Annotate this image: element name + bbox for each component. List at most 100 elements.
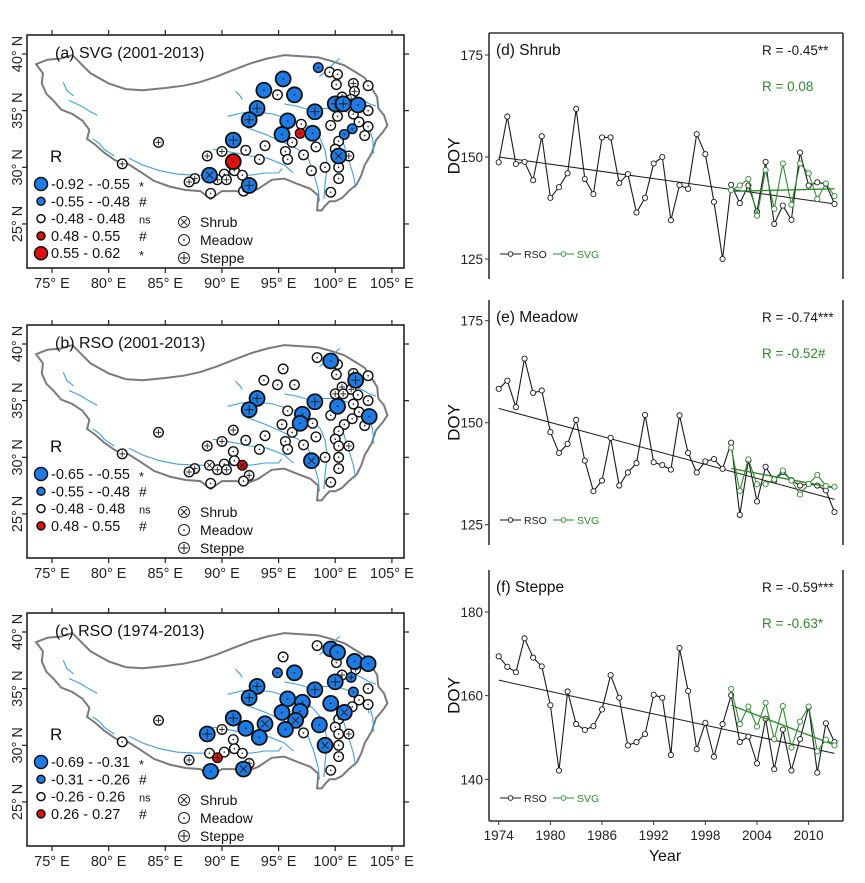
data-point-svg: [728, 685, 735, 693]
data-point-svg: [736, 487, 743, 494]
y-axis-label: DOY: [444, 138, 463, 175]
data-point-rso: [581, 457, 588, 464]
station-marker: [271, 89, 283, 101]
station-marker: [362, 80, 374, 92]
legend-swatch: [33, 466, 49, 482]
station-marker: [220, 464, 232, 476]
map-x-tick-label: 100° E: [313, 276, 357, 292]
steppe-plus-icon: [252, 393, 262, 404]
x-tick-label: 1998: [690, 828, 720, 843]
meadow-dot-icon: [352, 403, 355, 405]
steppe-plus-icon: [244, 405, 254, 415]
data-point-rso: [762, 158, 769, 165]
data-point-svg: [771, 476, 778, 483]
meadow-dot-icon: [233, 169, 236, 172]
river-line: [235, 91, 243, 100]
data-point-rso: [685, 185, 692, 192]
legend-significance: *: [139, 248, 144, 263]
steppe-plus-icon: [155, 429, 162, 436]
meadow-dot-icon: [336, 405, 339, 408]
data-point-rso: [693, 469, 700, 476]
river-line: [92, 716, 115, 735]
steppe-plus-icon: [310, 685, 320, 695]
legend-range: -0.48 - 0.48: [51, 502, 125, 518]
station-marker: [282, 405, 294, 417]
legend-significance: ns: [139, 505, 151, 517]
station-marker: [295, 118, 307, 130]
correlation-annotation: R = -0.45**: [762, 43, 829, 58]
map-x-tick-label: 80° E: [91, 566, 127, 582]
meadow-dot-icon: [262, 89, 265, 92]
station-marker: [274, 70, 292, 88]
station-marker: [353, 116, 365, 128]
data-point-rso: [736, 739, 743, 746]
data-point-rso: [616, 482, 623, 489]
meadow-dot-icon: [232, 738, 235, 741]
correlation-annotation: R = -0.59***: [762, 580, 834, 595]
meadow-dot-icon: [291, 431, 294, 434]
data-point-rso: [797, 736, 804, 743]
steppe-plus-icon: [310, 107, 320, 117]
map-x-tick-label: 85° E: [147, 566, 183, 582]
map-x-tick-label: 85° E: [147, 854, 183, 870]
station-marker: [203, 459, 215, 471]
station-marker: [203, 747, 215, 759]
meadow-dot-icon: [367, 687, 370, 690]
meadow-dot-icon: [337, 430, 340, 433]
station-marker: [333, 173, 345, 185]
legend-range: -0.26 - 0.26: [51, 790, 125, 806]
map-x-tick-label: 90° E: [204, 566, 240, 582]
data-point-rso: [530, 389, 537, 396]
station-marker: [276, 721, 294, 738]
meadow-dot-icon: [276, 671, 279, 674]
data-point-rso: [667, 466, 674, 473]
map-y-tick-label: 25° N: [10, 496, 26, 532]
steppe-plus-icon: [223, 466, 230, 473]
data-point-rso: [702, 719, 709, 726]
shrub-cross-icon: [321, 741, 329, 750]
meadow-dot-icon: [284, 440, 287, 443]
river-line: [68, 389, 98, 406]
series-line-rso: [498, 108, 836, 260]
data-point-svg: [822, 482, 829, 489]
trend-line-svg: [730, 704, 835, 746]
steppe-plus-icon: [155, 717, 162, 724]
map-x-tick-label: 105° E: [370, 854, 414, 870]
meadow-dot-icon: [241, 174, 244, 177]
meadow-dot-icon: [367, 374, 370, 377]
shrub-cross-icon: [205, 171, 214, 180]
data-point-rso: [538, 133, 545, 140]
meadow-dot-icon: [336, 73, 339, 76]
station-marker: [286, 426, 298, 438]
station-marker: [306, 103, 324, 121]
meadow-dot-icon: [232, 450, 235, 453]
steppe-plus-icon: [244, 693, 254, 703]
series-svg: [728, 685, 838, 755]
data-point-rso: [771, 220, 778, 227]
station-marker: [271, 379, 283, 391]
legend-swatch: [36, 213, 46, 224]
station-marker: [243, 469, 255, 481]
steppe-plus-icon: [186, 179, 193, 186]
legend-significance: #: [139, 193, 147, 209]
data-point-svg: [805, 703, 812, 710]
legend-significance: *: [139, 179, 144, 194]
meadow-dot-icon: [242, 480, 245, 482]
data-point-svg: [814, 748, 821, 755]
y-tick-label: 160: [460, 689, 483, 704]
map-x-tick-label: 100° E: [313, 854, 357, 870]
data-point-svg: [779, 160, 786, 167]
map-y-tick-label: 40° N: [10, 614, 26, 650]
station-marker: [345, 671, 357, 683]
data-point-rso: [530, 177, 537, 184]
shrub-cross-icon: [180, 218, 188, 226]
steppe-plus-icon: [350, 375, 361, 385]
map-panel-b: 75° E 80° E 85° E 90° E 95° E 100° E 105° E 40°…: [10, 320, 414, 582]
map-x-tick-label: 75° E: [34, 566, 70, 582]
meadow-dot-icon: [368, 415, 371, 418]
data-point-rso: [616, 694, 623, 701]
meadow-dot-icon: [329, 702, 332, 705]
data-point-rso: [573, 416, 580, 423]
map-y-tick-label: 40° N: [10, 36, 26, 72]
data-point-rso: [564, 440, 571, 447]
